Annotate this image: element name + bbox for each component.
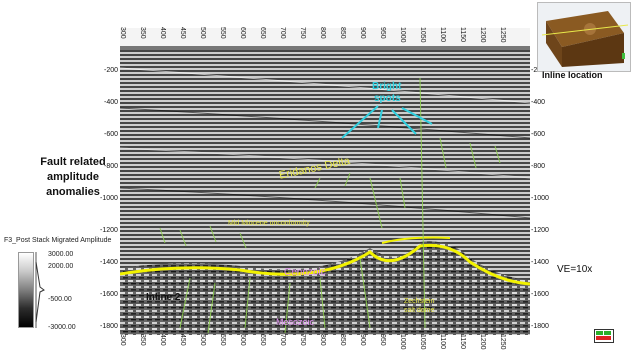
top-tick-300: 300 <box>119 27 126 39</box>
inline-location-caption: Inline location <box>542 70 603 80</box>
top-tick-450: 450 <box>179 27 186 39</box>
bottom-tick-400: 400 <box>159 334 166 346</box>
top-tick-750: 750 <box>299 27 306 39</box>
bottom-tick-350: 350 <box>139 334 146 346</box>
bottom-tick-1200: 1200 <box>479 334 486 350</box>
bottom-tick-1000: 1000 <box>399 334 406 350</box>
bottom-tick-700: 700 <box>279 334 286 346</box>
right-tick-1400: -1400 <box>531 259 549 266</box>
bottom-tick-1150: 1150 <box>459 334 466 350</box>
top-tick-400: 400 <box>159 27 166 39</box>
inset-3d-view <box>541 11 629 67</box>
inline-2-label: Inline 2 <box>146 292 181 303</box>
top-tick-1250: 1250 <box>499 27 506 43</box>
top-tick-1200: 1200 <box>479 27 486 43</box>
mesozoic-label: Mesozoic <box>276 317 315 327</box>
bottom-tick-850: 850 <box>339 334 346 346</box>
side-title-line-1: Fault related <box>40 156 106 168</box>
right-tick-1000: -1000 <box>531 195 549 202</box>
bottom-tick-750: 750 <box>299 334 306 346</box>
left-tick-200: -200 <box>104 67 119 74</box>
colorbar-title: F3_Post Stack Migrated Amplitude <box>4 237 112 244</box>
left-tick-1400: -1400 <box>100 259 118 266</box>
top-tick-1000: 1000 <box>399 27 406 43</box>
zechstein-label-1: Zechstein <box>404 298 435 305</box>
bottom-tick-800: 800 <box>319 334 326 346</box>
bright-spots-label-2: spots <box>374 93 401 104</box>
right-tick-1600: -1600 <box>531 291 549 298</box>
top-tick-1150: 1150 <box>459 27 466 43</box>
right-tick-1200: -1200 <box>531 227 549 234</box>
colorbar-tick-neg500: -500.00 <box>48 296 72 303</box>
right-tick-600: -600 <box>531 131 546 138</box>
cenozoic-label: Cenozoic <box>284 267 326 278</box>
colorbar-tick-2000: 2000.00 <box>48 263 74 270</box>
right-tick-1800: -1800 <box>531 323 549 330</box>
top-tick-550: 550 <box>219 27 226 39</box>
bottom-tick-900: 900 <box>359 334 366 346</box>
top-tick-500: 500 <box>199 27 206 39</box>
right-tick-800: -800 <box>531 163 546 170</box>
colorbar-tick-min: -3000.00 <box>48 324 76 331</box>
zechstein-label-2: salt dome <box>404 307 435 314</box>
colorbar <box>18 252 34 328</box>
bottom-tick-300: 300 <box>119 334 126 346</box>
bright-spots-label-1: Bright <box>372 81 402 92</box>
inline-location-map <box>537 2 631 72</box>
bottom-tick-1100: 1100 <box>439 334 446 350</box>
seismic-image <box>120 28 530 335</box>
top-tick-1050: 1050 <box>419 27 426 43</box>
left-tick-1000: -1000 <box>100 195 118 202</box>
fault-amplitude-title: Fault related amplitude anomalies <box>30 155 116 200</box>
bottom-tick-650: 650 <box>259 334 266 346</box>
unconformity-label: Mid Miocene unconformity <box>228 220 310 227</box>
bottom-tick-1050: 1050 <box>419 334 426 350</box>
top-tick-650: 650 <box>259 27 266 39</box>
bottom-tick-450: 450 <box>179 334 186 346</box>
left-tick-800: -800 <box>104 163 119 170</box>
top-tick-600: 600 <box>239 27 246 39</box>
left-tick-1600: -1600 <box>100 291 118 298</box>
top-tick-350: 350 <box>139 27 146 39</box>
vertical-exaggeration: VE=10x <box>557 264 593 275</box>
top-tick-800: 800 <box>319 27 326 39</box>
right-tick-400: -400 <box>531 99 546 106</box>
colorbar-histogram <box>35 252 45 328</box>
left-tick-600: -600 <box>104 131 119 138</box>
seismic-section <box>120 28 530 335</box>
legend-icon <box>594 329 614 343</box>
top-tick-850: 850 <box>339 27 346 39</box>
bottom-tick-500: 500 <box>199 334 206 346</box>
bottom-tick-950: 950 <box>379 334 386 346</box>
top-tick-1100: 1100 <box>439 27 446 43</box>
top-tick-900: 900 <box>359 27 366 39</box>
side-title-line-3: anomalies <box>46 186 100 198</box>
colorbar-tick-max: 3000.00 <box>48 251 74 258</box>
bottom-tick-600: 600 <box>239 334 246 346</box>
side-title-line-2: amplitude <box>47 171 99 183</box>
bottom-tick-550: 550 <box>219 334 226 346</box>
left-tick-400: -400 <box>104 99 119 106</box>
top-tick-700: 700 <box>279 27 286 39</box>
top-tick-950: 950 <box>379 27 386 39</box>
bottom-tick-1250: 1250 <box>499 334 506 350</box>
left-tick-1200: -1200 <box>100 227 118 234</box>
left-tick-1800: -1800 <box>100 323 118 330</box>
